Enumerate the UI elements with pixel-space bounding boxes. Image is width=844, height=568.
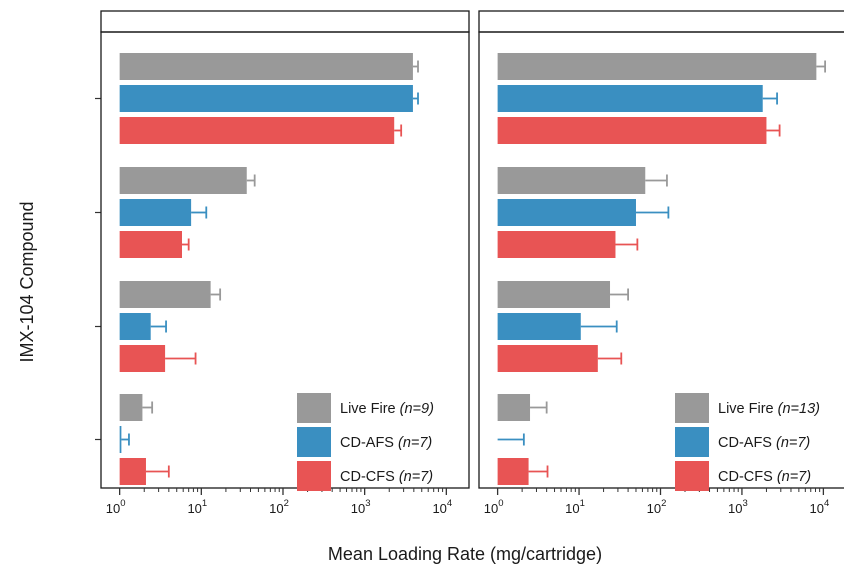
x-tick-label: 100 xyxy=(484,498,504,516)
bar-rdx-live-fire xyxy=(497,281,611,308)
x-tick-base: 10 xyxy=(484,501,498,516)
x-tick-label: 103 xyxy=(728,498,748,516)
x-tick-exponent: 4 xyxy=(824,498,829,509)
legend-sample-size: (n=7) xyxy=(399,469,433,485)
x-tick-base: 10 xyxy=(432,501,446,516)
legend-series-name: CD-CFS xyxy=(340,469,399,485)
bar-hmx-live-fire xyxy=(497,394,531,421)
x-tick-base: 10 xyxy=(187,501,201,516)
legend-key-cd-afs xyxy=(297,427,331,457)
panel-frame xyxy=(100,31,470,489)
legend-series-name: CD-AFS xyxy=(718,435,776,451)
bar-nto-cd-cfs xyxy=(497,117,767,144)
y-axis-title: IMX-104 Compound xyxy=(17,201,37,362)
bar-dnan-cd-afs xyxy=(119,199,192,226)
legend-label-live-fire: Live Fire (n=9) xyxy=(340,401,434,417)
x-tick-exponent: 3 xyxy=(743,498,748,509)
x-tick-base: 10 xyxy=(351,501,365,516)
x-tick-base: 10 xyxy=(106,501,120,516)
legend-sample-size: (n=13) xyxy=(778,401,820,417)
bar-nto-cd-afs xyxy=(497,85,763,112)
x-tick-exponent: 0 xyxy=(498,498,503,509)
x-tick-base: 10 xyxy=(809,501,823,516)
x-tick-base: 10 xyxy=(647,501,661,516)
x-tick-base: 10 xyxy=(728,501,742,516)
legend-series-name: CD-CFS xyxy=(718,469,777,485)
legend-key-cd-cfs xyxy=(297,461,331,491)
x-tick-exponent: 4 xyxy=(447,498,452,509)
bar-dnan-cd-afs xyxy=(497,199,636,226)
legend-series-name: Live Fire xyxy=(340,401,400,417)
bar-dnan-live-fire xyxy=(497,167,646,194)
legend-label-cd-cfs: CD-CFS (n=7) xyxy=(340,469,433,485)
x-tick-exponent: 0 xyxy=(120,498,125,509)
x-tick-exponent: 2 xyxy=(284,498,289,509)
bar-dnan-live-fire xyxy=(119,167,247,194)
x-tick-base: 10 xyxy=(565,501,579,516)
bar-hmx-cd-cfs xyxy=(497,458,529,485)
legend-label-cd-cfs: CD-CFS (n=7) xyxy=(718,469,811,485)
bar-dnan-cd-cfs xyxy=(497,231,616,258)
x-tick-label: 104 xyxy=(432,498,452,516)
legend-label-live-fire: Live Fire (n=13) xyxy=(718,401,820,417)
panel-frame xyxy=(478,31,844,489)
panel-strip xyxy=(100,10,470,33)
bar-rdx-cd-afs xyxy=(497,313,581,340)
legend-series-name: CD-AFS xyxy=(340,435,398,451)
x-tick-exponent: 3 xyxy=(365,498,370,509)
legend-key-live-fire xyxy=(297,393,331,423)
bar-hmx-cd-afs xyxy=(119,426,122,453)
bar-rdx-cd-cfs xyxy=(119,345,166,372)
x-tick-label: 102 xyxy=(647,498,667,516)
bar-dnan-cd-cfs xyxy=(119,231,182,258)
x-tick-label: 101 xyxy=(565,498,585,516)
legend-sample-size: (n=7) xyxy=(777,469,811,485)
x-tick-label: 101 xyxy=(187,498,207,516)
legend-sample-size: (n=7) xyxy=(398,435,432,451)
x-tick-base: 10 xyxy=(269,501,283,516)
bar-nto-live-fire xyxy=(119,53,413,80)
panel-strip xyxy=(478,10,844,33)
bar-rdx-cd-afs xyxy=(119,313,151,340)
x-tick-label: 100 xyxy=(106,498,126,516)
legend-key-cd-afs xyxy=(675,427,709,457)
x-tick-exponent: 1 xyxy=(580,498,585,509)
x-axis-title: Mean Loading Rate (mg/cartridge) xyxy=(328,544,602,564)
x-tick-label: 102 xyxy=(269,498,289,516)
bar-rdx-live-fire xyxy=(119,281,211,308)
legend-key-cd-cfs xyxy=(675,461,709,491)
x-tick-exponent: 1 xyxy=(202,498,207,509)
bar-nto-cd-cfs xyxy=(119,117,395,144)
legend-sample-size: (n=9) xyxy=(400,401,434,417)
bar-nto-live-fire xyxy=(497,53,817,80)
bar-rdx-cd-cfs xyxy=(497,345,598,372)
bar-hmx-cd-cfs xyxy=(119,458,146,485)
legend-series-name: Live Fire xyxy=(718,401,778,417)
bar-nto-cd-afs xyxy=(119,85,413,112)
bar-hmx-live-fire xyxy=(119,394,143,421)
x-tick-label: 104 xyxy=(809,498,829,516)
legend-label-cd-afs: CD-AFS (n=7) xyxy=(718,435,810,451)
legend-sample-size: (n=7) xyxy=(776,435,810,451)
legend-label-cd-afs: CD-AFS (n=7) xyxy=(340,435,432,451)
x-tick-exponent: 2 xyxy=(661,498,666,509)
legend-key-live-fire xyxy=(675,393,709,423)
x-tick-label: 103 xyxy=(351,498,371,516)
